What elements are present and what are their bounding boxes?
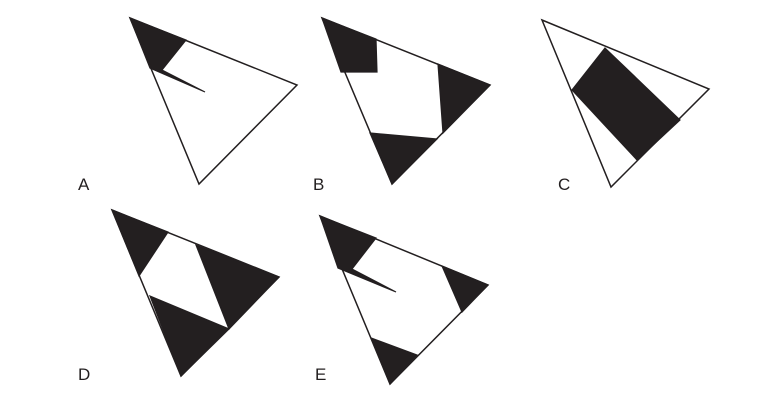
option-e-shaded-region-right (440, 264, 490, 314)
option-d-shaded-region-right (194, 243, 281, 331)
option-b-label: B (313, 175, 324, 194)
option-e-triangle (318, 214, 490, 386)
option-b-shaded-region-bottom (369, 132, 439, 186)
option-d-shaded-region-top (110, 208, 169, 278)
option-d-shaded-region-bottom (148, 294, 231, 378)
option-b-shaded-region-right (437, 63, 492, 135)
option-b-shaded-region-top (321, 16, 378, 73)
option-a-shaded-region-top (128, 16, 206, 93)
option-c[interactable]: C (540, 18, 711, 194)
option-a-label: A (78, 175, 90, 194)
option-d[interactable]: D (78, 208, 281, 384)
option-c-shaded-band (571, 47, 681, 161)
option-a-triangle (128, 16, 299, 186)
option-c-label: C (558, 175, 570, 194)
option-a[interactable]: A (78, 16, 299, 194)
option-d-label: D (78, 365, 90, 384)
option-e[interactable]: E (315, 214, 490, 386)
option-e-label: E (315, 365, 326, 384)
option-e-shaded-region-top (319, 214, 397, 293)
option-e-shaded-region-bottom (369, 336, 419, 386)
option-b[interactable]: B (313, 16, 492, 194)
